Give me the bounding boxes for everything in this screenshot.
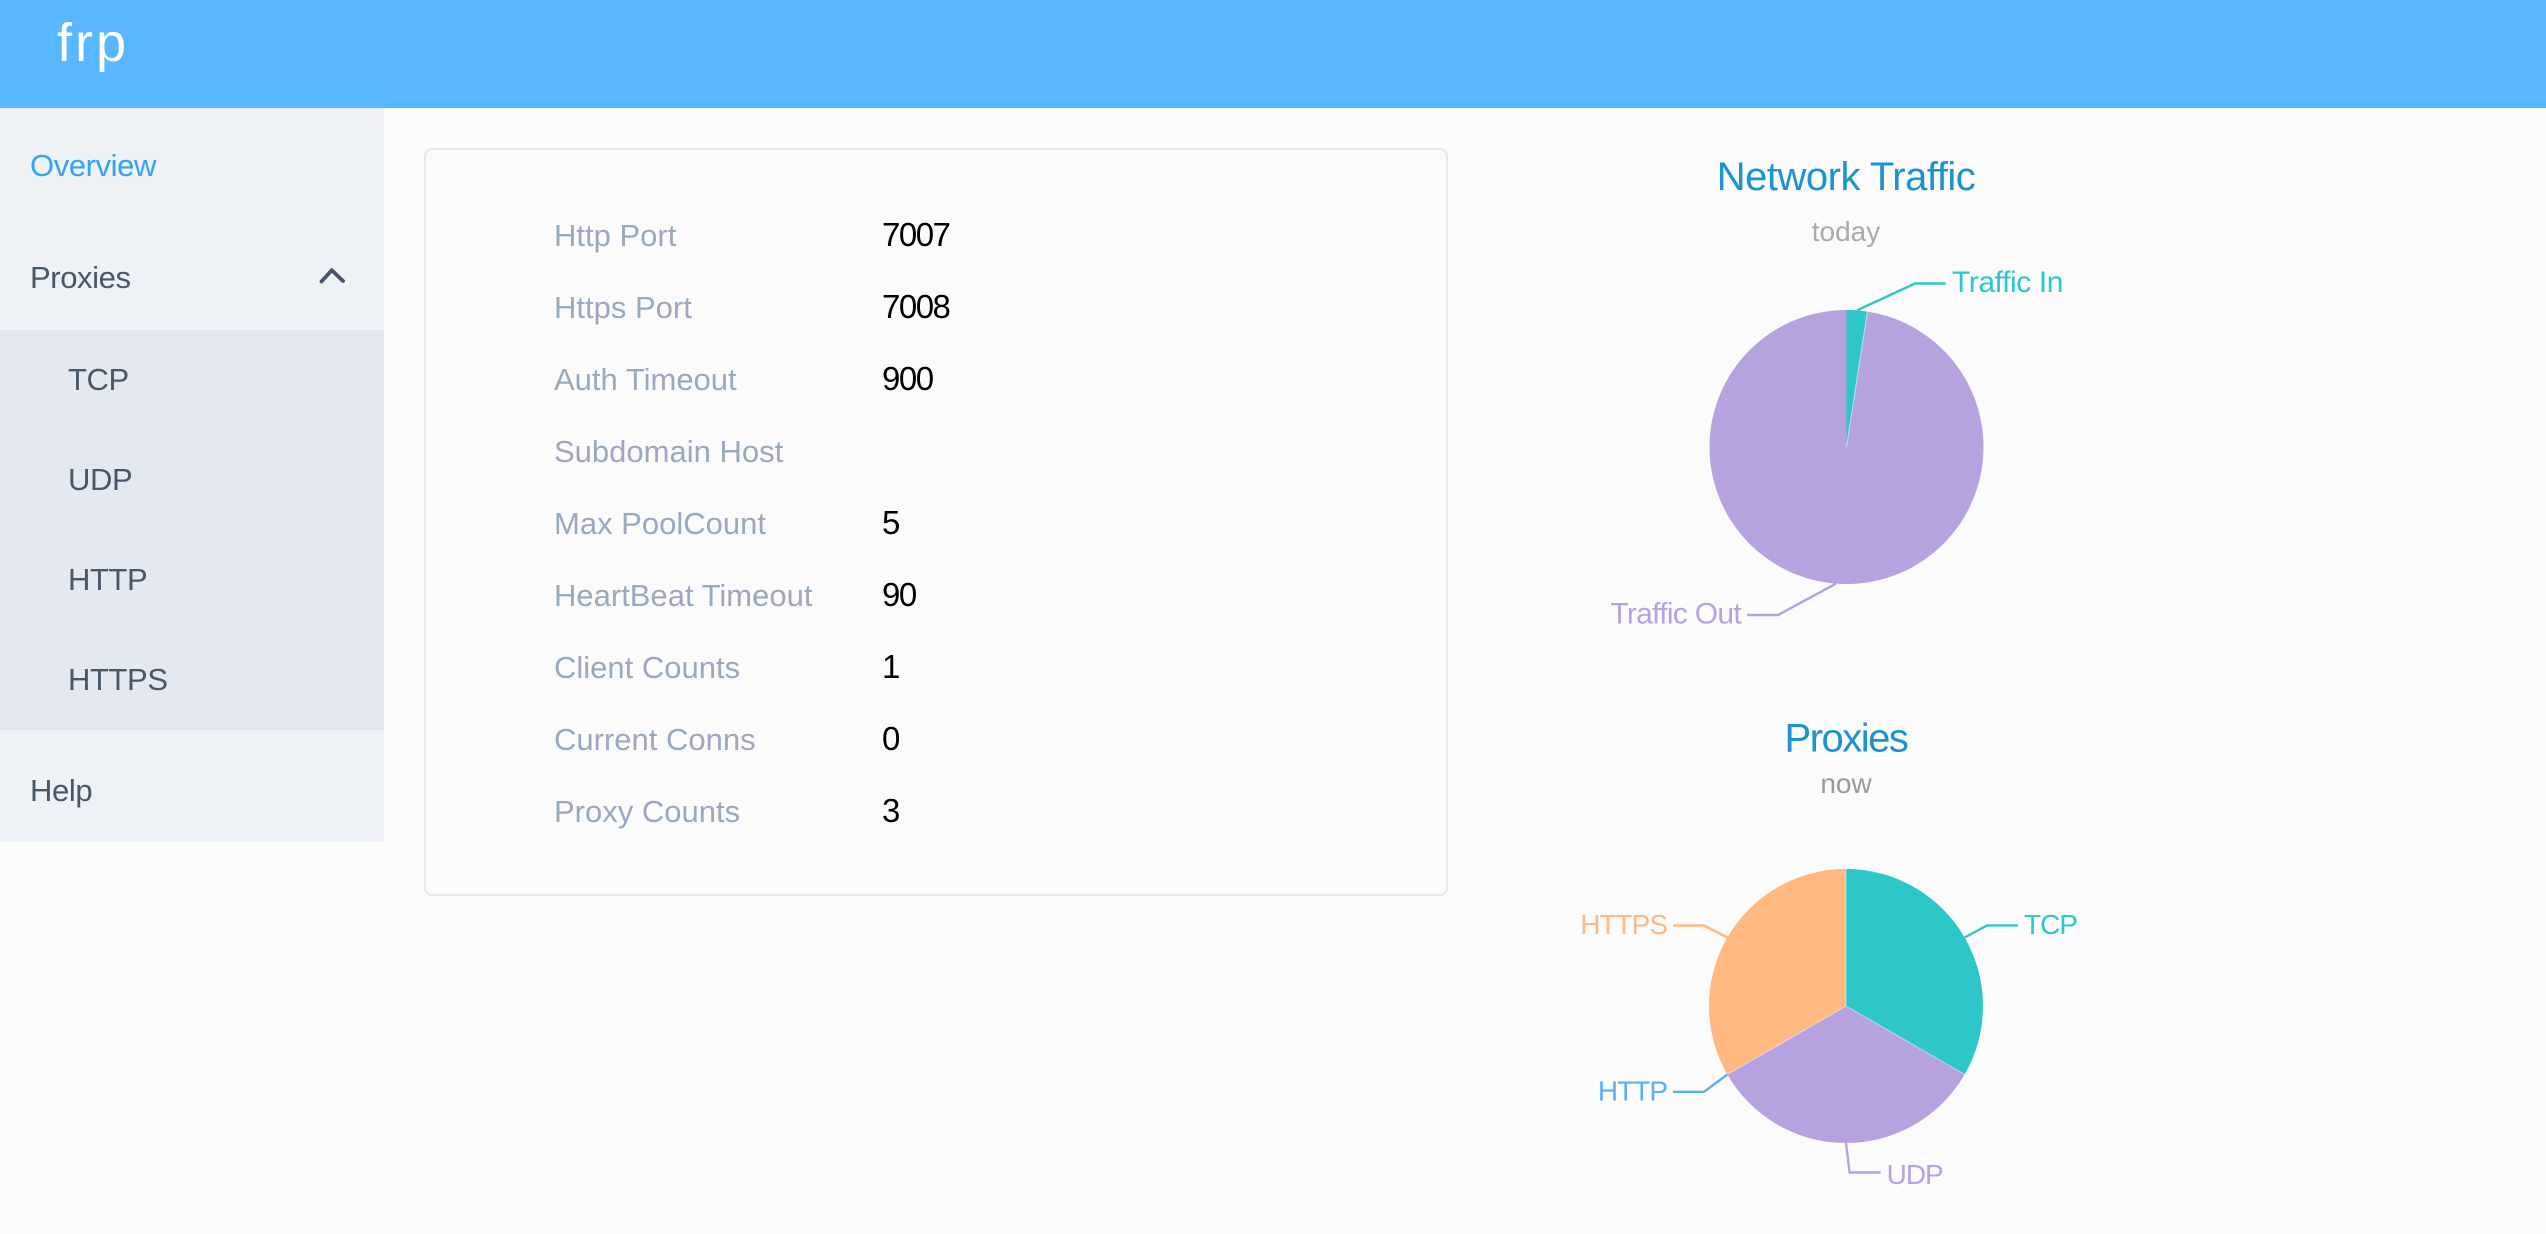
svg-text:Traffic Out: Traffic Out	[1610, 598, 1742, 631]
svg-text:UDP: UDP	[1887, 1159, 1943, 1190]
svg-text:Proxies: Proxies	[1785, 717, 1908, 761]
svg-text:HTTP: HTTP	[1598, 1076, 1667, 1107]
svg-text:today: today	[1812, 216, 1881, 247]
svg-text:TCP: TCP	[2024, 909, 2077, 940]
svg-text:Traffic In: Traffic In	[1952, 266, 2063, 299]
svg-text:HTTPS: HTTPS	[1580, 909, 1667, 940]
svg-text:now: now	[1820, 768, 1872, 799]
svg-text:Network Traffic: Network Traffic	[1717, 155, 1976, 199]
